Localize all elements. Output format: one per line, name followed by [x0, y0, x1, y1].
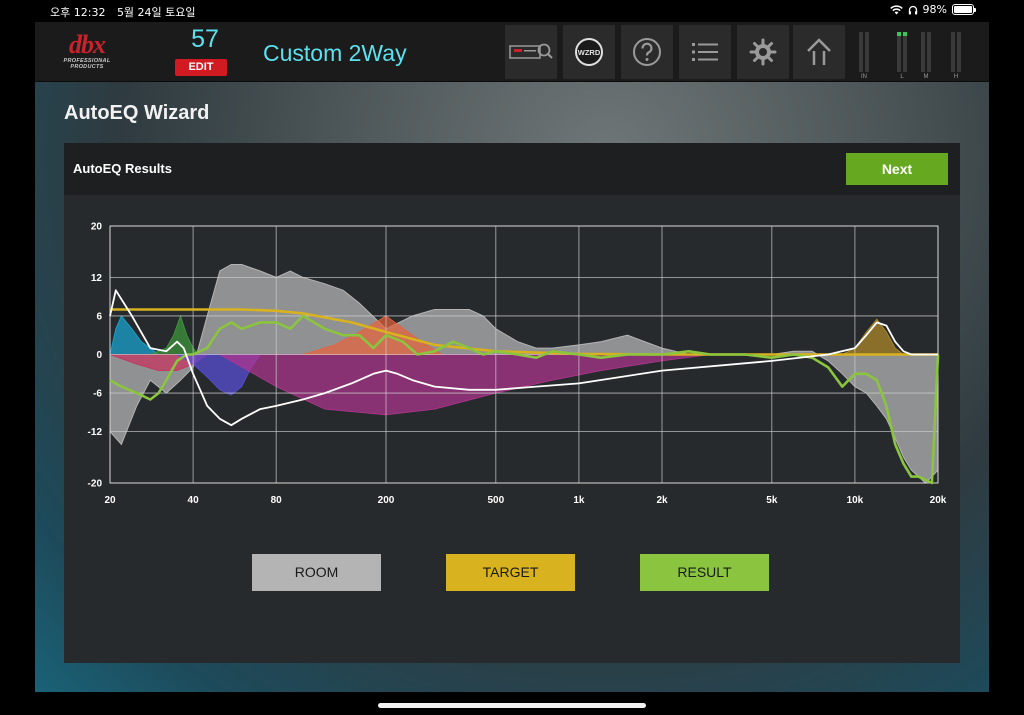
home-arrow-icon [807, 38, 831, 65]
status-time: 오후 12:32 [50, 6, 106, 19]
page-title: AutoEQ Wizard [64, 102, 210, 124]
meter-m-1 [921, 32, 925, 72]
room-response-area [109, 264, 939, 484]
x-tick-label: 5k [766, 495, 778, 503]
edit-button[interactable]: EDIT [175, 59, 227, 76]
preset-name: Custom 2Way [263, 40, 407, 66]
status-date: 5월 24일 토요일 [116, 6, 196, 19]
y-tick-label: 12 [91, 273, 103, 284]
app-window: dbx PROFESSIONAL PRODUCTS 57 EDIT Custom… [35, 22, 989, 692]
y-tick-label: -12 [88, 427, 103, 438]
top-toolbar: dbx PROFESSIONAL PRODUCTS 57 EDIT Custom… [35, 22, 989, 82]
device-button[interactable] [505, 25, 557, 79]
x-tick-label: 500 [487, 495, 504, 503]
next-button[interactable]: Next [846, 153, 948, 185]
device-search-icon [509, 43, 553, 59]
wizard-icon-label: WZRD [578, 48, 601, 57]
status-bar-right: 98% [889, 3, 976, 16]
home-indicator[interactable] [378, 703, 646, 708]
y-tick-label: 20 [91, 222, 103, 233]
meter-label-m: M [923, 74, 929, 80]
meter-in-1 [859, 32, 863, 72]
preset-number[interactable]: 57 [191, 25, 219, 53]
meter-label-l: L [900, 74, 904, 80]
list-button[interactable] [679, 25, 731, 79]
meter-h-1 [951, 32, 955, 72]
target-button[interactable]: TARGET [446, 554, 575, 591]
dbx-logo: dbx PROFESSIONAL PRODUCTS [47, 32, 127, 74]
x-tick-label: 1k [573, 495, 585, 503]
y-tick-label: -6 [93, 389, 102, 400]
status-bar-left: 오후 12:32 5월 24일 토요일 [50, 4, 204, 20]
eq-curve-line [109, 289, 938, 427]
wifi-icon [889, 4, 903, 14]
x-tick-label: 20k [930, 495, 947, 503]
result-button[interactable]: RESULT [640, 554, 769, 591]
eq-response-chart: 20 40 80 200 500 1k 2k 5k 10k 20k 20 12 6 0 -6 -12 -20 [88, 222, 947, 504]
meter-m-2 [927, 32, 931, 72]
wizard-icon: WZRD [575, 38, 603, 66]
panel-header: AutoEQ Results Next [64, 143, 960, 195]
y-tick-label: 0 [96, 350, 102, 361]
settings-button[interactable] [737, 25, 789, 79]
headphones-icon [908, 5, 917, 14]
panel-title: AutoEQ Results [73, 161, 172, 176]
battery-percent: 98% [922, 3, 947, 16]
meter-label-h: H [953, 74, 959, 80]
x-tick-label: 40 [188, 495, 200, 503]
meter-h-2 [957, 32, 961, 72]
question-mark-icon [633, 38, 661, 66]
results-panel: AutoEQ Results Next 20 40 80 200 500 1k 2k 5k 10… [64, 143, 960, 663]
logo-subtitle: PROFESSIONAL PRODUCTS [63, 58, 111, 70]
battery-icon [952, 4, 976, 15]
y-tick-label: -20 [88, 479, 103, 490]
meter-l-1 [897, 32, 901, 72]
x-tick-label: 200 [378, 495, 395, 503]
x-tick-label: 2k [656, 495, 668, 503]
help-button[interactable] [621, 25, 673, 79]
result-line [109, 314, 940, 485]
gear-icon [749, 38, 777, 66]
x-tick-label: 20 [104, 495, 116, 503]
meter-label-in: IN [861, 74, 867, 80]
logo-mark: dbx [69, 30, 106, 59]
status-bar: 오후 12:32 5월 24일 토요일 98% [0, 0, 1024, 22]
x-tick-label: 10k [847, 495, 864, 503]
list-icon [692, 43, 718, 61]
y-tick-label: 6 [96, 311, 102, 322]
x-tick-label: 80 [271, 495, 283, 503]
wizard-button[interactable]: WZRD [563, 25, 615, 79]
home-button[interactable] [793, 25, 845, 79]
meter-in-2 [865, 32, 869, 72]
level-meters: IN L M H [855, 26, 979, 80]
meter-l-2 [903, 32, 907, 72]
room-button[interactable]: ROOM [252, 554, 381, 591]
